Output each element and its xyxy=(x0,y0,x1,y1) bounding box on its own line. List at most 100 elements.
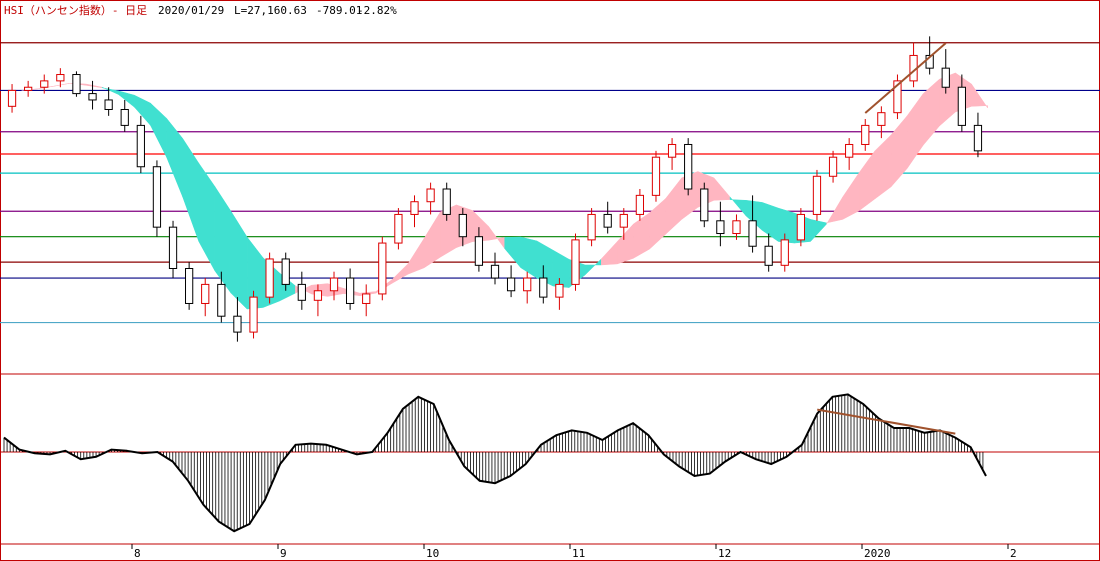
candle-body-35 xyxy=(571,239,580,285)
candle-body-10 xyxy=(168,226,178,270)
candle-body-26 xyxy=(426,188,435,203)
candle-body-12 xyxy=(201,283,210,304)
x-tick-label-5: 2020 xyxy=(864,547,891,560)
cloud-segment-36 xyxy=(600,240,618,266)
candle-body-0 xyxy=(7,89,17,107)
cloud-segment-54 xyxy=(890,115,908,188)
candle-body-45 xyxy=(732,220,741,235)
cloud-segment-4 xyxy=(85,83,103,89)
candle-body-58 xyxy=(941,67,950,88)
cloud-segment-37 xyxy=(617,223,634,265)
candle-body-1 xyxy=(24,86,33,91)
candle-body-57 xyxy=(925,54,934,69)
candle-body-32 xyxy=(523,277,532,292)
candle-body-4 xyxy=(72,74,81,95)
cloud-segment-25 xyxy=(423,211,441,269)
candle-body-44 xyxy=(716,220,725,235)
candle-body-54 xyxy=(877,112,886,126)
candle-body-18 xyxy=(297,283,306,301)
candle-body-11 xyxy=(185,268,194,304)
cloud-segment-50 xyxy=(826,196,843,225)
cloud-segment-23 xyxy=(391,263,409,284)
candle-body-3 xyxy=(56,74,65,82)
cloud-segment-44 xyxy=(729,196,747,217)
candle-body-21 xyxy=(345,277,355,304)
candle-body-14 xyxy=(233,315,242,333)
candle-body-47 xyxy=(764,245,773,266)
x-tick-label-6: 2 xyxy=(1010,547,1017,560)
cloud-segment-30 xyxy=(504,236,522,269)
oscillator xyxy=(0,393,1100,533)
candle-body-8 xyxy=(136,124,145,168)
candle-body-16 xyxy=(265,258,274,298)
candle-body-13 xyxy=(217,283,226,317)
candle-body-28 xyxy=(458,213,467,238)
candle-body-43 xyxy=(700,188,709,222)
candle-body-37 xyxy=(603,213,612,228)
candle-body-42 xyxy=(684,143,693,190)
cloud-segment-8 xyxy=(150,102,167,158)
x-tick-label-2: 10 xyxy=(426,547,439,560)
header-date: 2020/01/29 xyxy=(158,4,224,17)
cloud-segment-33 xyxy=(552,249,570,288)
cloud-segment-13 xyxy=(230,210,248,310)
header-change: -789.01 xyxy=(316,4,362,17)
cloud-segment-38 xyxy=(633,212,650,259)
candle-body-30 xyxy=(490,264,500,279)
header-last: L=27,160.63 xyxy=(234,4,307,17)
cloud-segment-47 xyxy=(778,207,795,244)
cloud-segment-31 xyxy=(520,236,538,279)
cloud-segment-24 xyxy=(407,237,425,275)
cloud-segment-12 xyxy=(214,185,232,294)
candle-body-22 xyxy=(362,293,371,304)
x-tick-label-0: 8 xyxy=(134,547,141,560)
candle-body-41 xyxy=(667,143,677,158)
candle-body-49 xyxy=(796,213,805,241)
candle-body-23 xyxy=(378,242,387,295)
cloud-segment-55 xyxy=(906,92,924,170)
cloud-segment-7 xyxy=(134,94,151,127)
cloud-segment-51 xyxy=(842,172,860,220)
cloud-segment-29 xyxy=(488,225,505,250)
oscillator-trendline xyxy=(817,408,956,435)
x-tick-label-4: 12 xyxy=(718,547,731,560)
oscillator-line xyxy=(3,393,987,533)
horizontal-levels xyxy=(0,42,1100,324)
candle-body-5 xyxy=(88,93,97,101)
cloud-segment-56 xyxy=(922,78,940,146)
candle-body-33 xyxy=(539,277,548,298)
candle-body-38 xyxy=(619,213,628,228)
candles xyxy=(7,36,983,342)
candle-body-51 xyxy=(828,156,838,177)
candle-body-27 xyxy=(442,188,451,215)
candle-body-40 xyxy=(651,156,661,196)
cloud-segment-40 xyxy=(665,177,682,235)
cloud-segment-46 xyxy=(761,202,779,242)
candle-body-15 xyxy=(249,296,258,333)
cloud-segment-2 xyxy=(53,83,71,87)
candle-body-7 xyxy=(120,109,129,126)
candle-body-53 xyxy=(861,124,870,145)
cloud-segment-39 xyxy=(649,197,666,250)
price-trendline xyxy=(864,42,947,114)
candle-body-59 xyxy=(957,86,966,126)
candle-body-36 xyxy=(587,213,596,241)
candle-body-19 xyxy=(313,290,323,301)
candle-body-34 xyxy=(555,283,564,298)
candle-body-20 xyxy=(329,277,339,292)
candle-body-6 xyxy=(104,99,113,110)
cloud-segment-35 xyxy=(584,258,602,276)
candle-body-55 xyxy=(893,80,902,114)
x-tick-label-3: 11 xyxy=(572,547,585,560)
cloud-segment-11 xyxy=(198,162,216,272)
cloud-segment-53 xyxy=(874,134,892,200)
cloud-band xyxy=(21,72,988,310)
candle-body-46 xyxy=(748,220,757,247)
candle-body-29 xyxy=(474,236,484,266)
candle-body-31 xyxy=(506,277,516,292)
cloud-segment-59 xyxy=(971,83,988,109)
header-title: HSI（ハンセン指数）- 日足 xyxy=(4,3,147,17)
cloud-segment-49 xyxy=(810,219,827,243)
